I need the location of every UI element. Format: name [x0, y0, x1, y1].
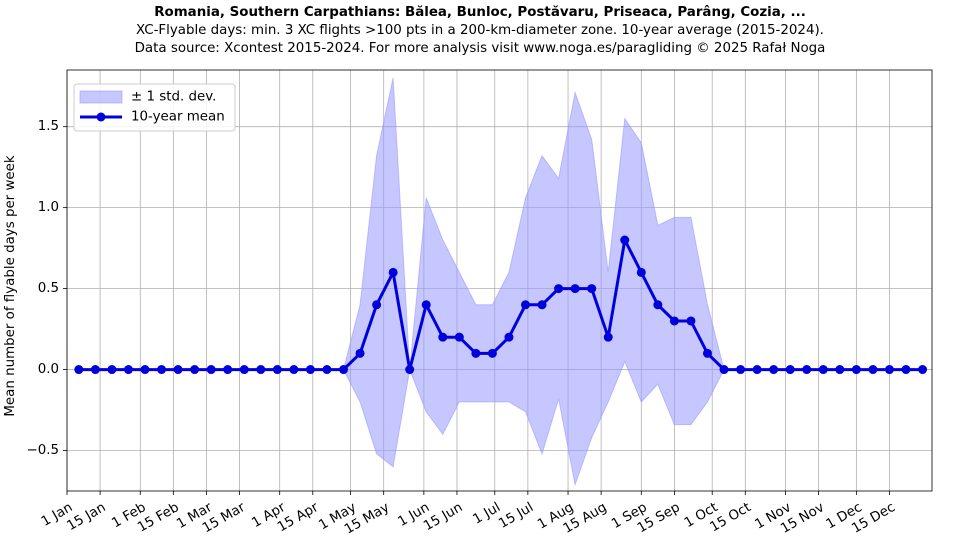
mean-series: [74, 235, 928, 375]
mean-point: [702, 348, 712, 358]
y-tick-label: −0.5: [26, 443, 59, 458]
mean-point: [570, 284, 580, 294]
plot-frame: [66, 69, 933, 492]
mean-point: [587, 284, 597, 294]
y-tick-label: 1.5: [38, 119, 59, 134]
mean-point: [206, 365, 216, 375]
mean-point: [802, 365, 812, 375]
mean-point: [785, 365, 795, 375]
mean-point: [653, 300, 663, 310]
mean-point: [289, 365, 299, 375]
mean-point: [140, 365, 150, 375]
y-tick-label: 0.0: [38, 362, 59, 377]
legend: ± 1 std. dev. 10-year mean: [73, 83, 236, 132]
mean-point: [372, 300, 382, 310]
mean-point: [603, 332, 613, 342]
mean-point: [769, 365, 779, 375]
mean-point: [752, 365, 762, 375]
mean-point: [686, 316, 696, 326]
mean-point: [223, 365, 233, 375]
mean-point: [818, 365, 828, 375]
mean-point: [173, 365, 183, 375]
mean-point: [90, 365, 100, 375]
mean-point: [884, 365, 894, 375]
legend-label-std: ± 1 std. dev.: [131, 90, 216, 105]
mean-point: [471, 348, 481, 358]
mean-point: [74, 365, 84, 375]
mean-point: [736, 365, 746, 375]
mean-point: [438, 332, 448, 342]
y-axis-label: Mean number of flyable days per week: [3, 155, 18, 416]
mean-point: [851, 365, 861, 375]
mean-point: [272, 365, 282, 375]
chart-source: Data source: Xcontest 2015-2024. For mor…: [134, 41, 826, 56]
mean-point: [405, 365, 415, 375]
chart-titles: Romania, Southern Carpathians: Bălea, Bu…: [0, 3, 960, 58]
chart-title: Romania, Southern Carpathians: Bălea, Bu…: [154, 5, 806, 20]
chart-subtitle: XC-Flyable days: min. 3 XC flights >100 …: [136, 23, 824, 38]
mean-point: [636, 267, 646, 277]
legend-band-swatch: [79, 90, 123, 104]
mean-point: [868, 365, 878, 375]
x-tick-label: 15 Jan: [65, 500, 109, 534]
x-tick-label: 15 Jul: [496, 500, 536, 532]
std-band-area: [78, 77, 923, 487]
mean-point: [719, 365, 729, 375]
mean-point: [157, 365, 167, 375]
grid-lines: [66, 70, 932, 491]
std-band: [78, 77, 923, 487]
legend-marker-swatch: [96, 112, 106, 122]
mean-point: [537, 300, 547, 310]
mean-point: [918, 365, 928, 375]
mean-point: [388, 267, 398, 277]
mean-point: [487, 348, 497, 358]
mean-point: [504, 332, 514, 342]
y-tick-label: 1.0: [38, 200, 59, 215]
x-tick-label: 15 Jun: [421, 500, 465, 534]
mean-point: [107, 365, 117, 375]
legend-label-mean: 10-year mean: [131, 110, 225, 125]
mean-point: [520, 300, 530, 310]
mean-point: [901, 365, 911, 375]
y-tick-label: 0.5: [38, 281, 59, 296]
mean-point: [322, 365, 332, 375]
mean-point: [305, 365, 315, 375]
mean-point: [239, 365, 249, 375]
mean-point: [554, 284, 564, 294]
mean-point: [256, 365, 266, 375]
mean-point: [190, 365, 200, 375]
mean-point: [123, 365, 133, 375]
mean-point: [355, 348, 365, 358]
mean-point: [454, 332, 464, 342]
mean-point: [620, 235, 630, 245]
mean-point: [669, 316, 679, 326]
mean-point: [835, 365, 845, 375]
mean-point: [421, 300, 431, 310]
mean-point: [339, 365, 349, 375]
mean-line: [78, 238, 923, 372]
